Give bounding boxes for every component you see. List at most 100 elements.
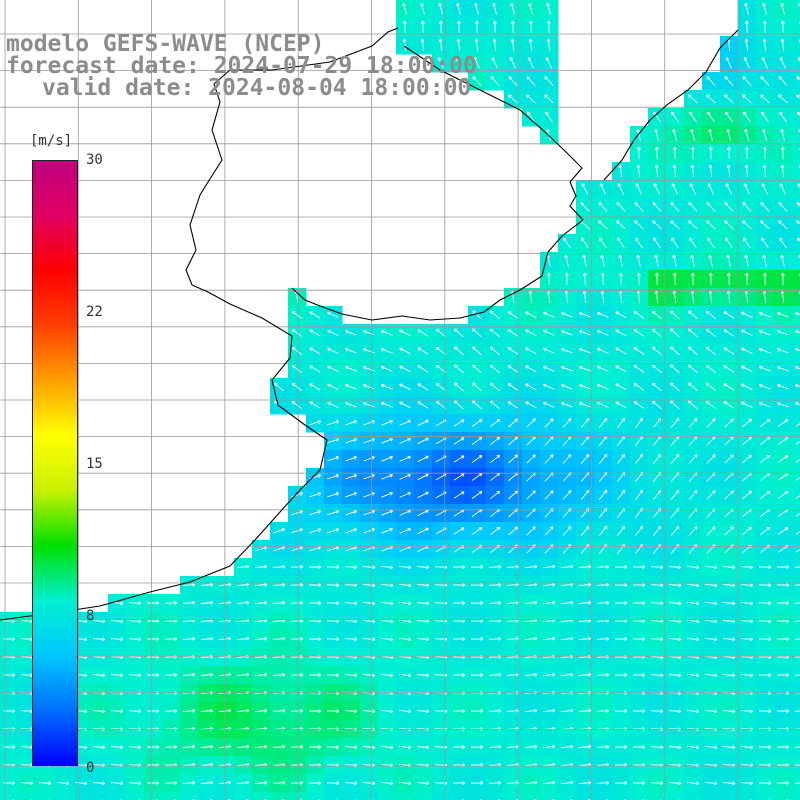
wind-arrow <box>686 745 700 750</box>
wind-arrow <box>668 709 682 714</box>
wind-speed-cell <box>0 792 19 800</box>
wind-arrow <box>327 510 340 516</box>
wind-arrow <box>651 364 662 374</box>
wind-arrow <box>706 202 716 212</box>
wind-arrow <box>381 437 393 444</box>
wind-arrow <box>741 347 753 355</box>
wind-arrow <box>652 220 662 230</box>
wind-arrow <box>758 583 772 588</box>
wind-arrow <box>742 526 752 536</box>
wind-arrow <box>542 600 556 605</box>
wind-arrow <box>416 745 430 750</box>
wind-speed-cell <box>90 792 109 800</box>
wind-arrow <box>779 57 786 69</box>
wind-arrow <box>722 745 736 750</box>
wind-arrow <box>399 329 411 337</box>
wind-arrow <box>471 491 483 499</box>
wind-arrow <box>633 329 645 337</box>
wind-arrow <box>618 164 623 178</box>
wind-arrow <box>779 237 787 249</box>
colorbar-tick-label: 15 <box>86 456 103 472</box>
wind-arrow <box>726 272 731 286</box>
wind-arrow <box>452 673 466 677</box>
colorbar <box>32 160 78 766</box>
wind-arrow <box>110 709 124 714</box>
wind-arrow <box>545 111 553 123</box>
wind-arrow <box>164 745 178 749</box>
wind-arrow <box>780 128 785 141</box>
wind-arrow <box>722 709 736 714</box>
wind-arrow <box>327 420 340 426</box>
wind-arrow <box>92 781 106 786</box>
wind-arrow <box>381 419 393 426</box>
wind-arrow <box>597 329 609 336</box>
wind-arrow <box>686 673 700 678</box>
wind-arrow <box>326 583 340 588</box>
wind-arrow <box>743 183 751 195</box>
wind-arrow <box>744 2 749 15</box>
wind-arrow <box>472 346 482 356</box>
wind-arrow <box>704 583 718 588</box>
wind-arrow <box>740 781 754 786</box>
wind-arrow <box>725 237 733 249</box>
wind-arrow <box>453 491 465 499</box>
wind-arrow <box>597 401 609 408</box>
wind-arrow <box>726 254 731 267</box>
wind-arrow <box>200 672 214 677</box>
wind-speed-cell <box>792 108 800 127</box>
wind-arrow <box>420 20 425 34</box>
wind-arrow <box>327 347 339 354</box>
wind-arrow <box>236 672 250 677</box>
wind-arrow <box>582 290 587 304</box>
wind-arrow <box>272 564 286 569</box>
wind-arrow <box>417 419 429 427</box>
wind-arrow <box>20 781 34 786</box>
wind-arrow <box>147 745 160 749</box>
wind-arrow <box>740 601 754 606</box>
wind-arrow <box>471 455 483 463</box>
wind-arrow <box>759 365 771 372</box>
wind-arrow <box>526 76 536 86</box>
wind-arrow <box>726 290 731 304</box>
wind-arrow <box>402 38 407 52</box>
wind-arrow <box>704 709 718 714</box>
wind-arrow <box>599 183 607 195</box>
wind-arrow <box>596 744 610 749</box>
wind-speed-cell <box>108 792 127 800</box>
wind-arrow <box>561 401 573 408</box>
wind-arrow <box>92 637 106 642</box>
wind-arrow <box>726 128 731 141</box>
wind-arrow <box>796 76 800 81</box>
wind-arrow <box>688 400 698 410</box>
wind-arrow <box>290 780 304 785</box>
wind-arrow <box>526 508 536 518</box>
wind-arrow <box>706 220 716 230</box>
wind-arrow <box>708 164 713 178</box>
wind-speed-cell <box>36 792 55 800</box>
wind-arrow <box>704 781 718 786</box>
wind-arrow <box>632 709 646 713</box>
wind-arrow <box>686 709 700 714</box>
wind-arrow <box>742 202 752 212</box>
wind-arrow <box>744 290 749 304</box>
wind-arrow <box>543 365 555 372</box>
wind-arrow <box>128 709 142 714</box>
wind-arrow <box>670 400 680 410</box>
wind-arrow <box>596 564 610 569</box>
wind-arrow <box>744 254 749 267</box>
wind-speed-cell <box>792 0 800 19</box>
wind-arrow <box>182 744 196 749</box>
wind-arrow <box>164 673 178 677</box>
wind-arrow <box>309 329 321 337</box>
wind-arrow <box>633 311 645 319</box>
wind-arrow <box>309 365 321 373</box>
wind-arrow <box>670 543 680 554</box>
wind-arrow <box>560 564 574 569</box>
wind-arrow <box>617 237 625 249</box>
wind-arrow <box>780 290 785 304</box>
colorbar-tick-label: 0 <box>86 760 95 776</box>
wind-arrow <box>759 311 771 318</box>
wind-arrow <box>776 401 789 408</box>
wind-arrow <box>795 477 800 481</box>
wind-arrow <box>777 473 789 481</box>
